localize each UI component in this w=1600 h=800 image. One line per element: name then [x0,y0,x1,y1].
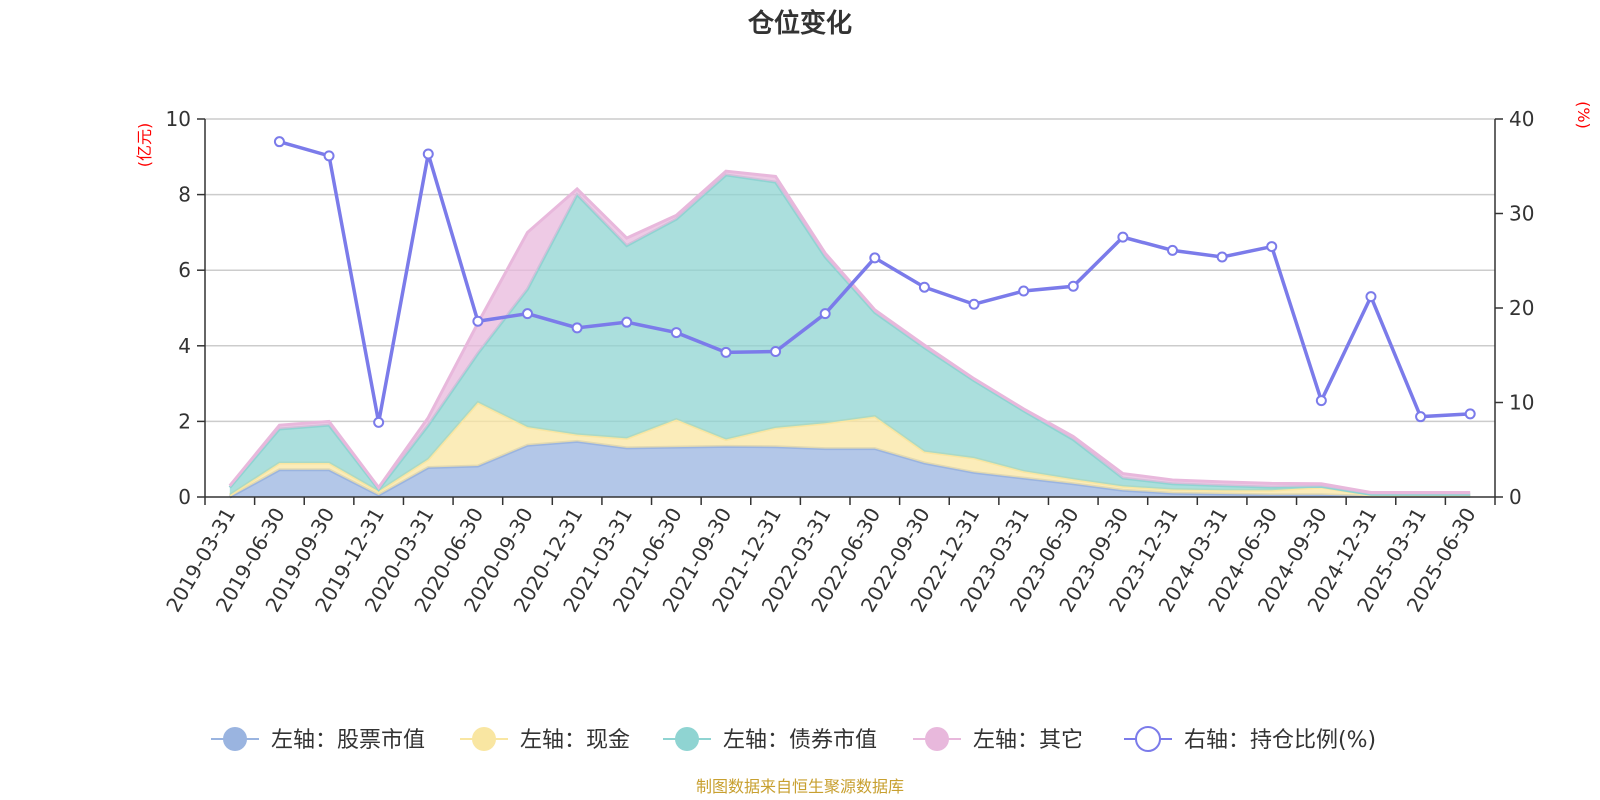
ratio-point[interactable] [1415,411,1427,423]
legend-swatch-dot [472,727,496,751]
ratio-point[interactable] [621,316,633,328]
ratio-point[interactable] [918,281,930,293]
right-tick-label: 20 [1509,296,1534,320]
right-axis-unit: (%) [1574,101,1593,129]
legend-label: 左轴：现金 [520,728,630,753]
ratio-point[interactable] [869,252,881,264]
left-tick-label: 10 [166,107,191,131]
ratio-point[interactable] [1167,244,1178,256]
ratio-point[interactable] [1067,280,1079,292]
ratio-point[interactable] [968,298,980,310]
ratio-point[interactable] [770,345,782,357]
ratio-point[interactable] [323,150,335,162]
chart-title: 仓位变化 [747,8,852,39]
left-axis-unit: (亿元) [135,123,154,168]
ratio-point[interactable] [422,148,434,160]
area-edge-左轴：其它 [228,169,1471,494]
area-左轴：股票市值 [229,441,1471,497]
ratio-point[interactable] [571,322,583,334]
legend-item[interactable]: 左轴：现金 [460,727,630,753]
left-tick-label: 0 [178,485,191,509]
ratio-point[interactable] [522,308,533,320]
ratio-point[interactable] [670,327,682,339]
ratio-line [273,136,1476,428]
legend-item[interactable]: 右轴：持仓比例(%) [1124,726,1376,753]
ratio-point[interactable] [373,416,385,428]
right-tick-label: 0 [1509,485,1522,509]
legend-swatch-dot [223,727,247,751]
legend-swatch-dot [1135,726,1161,752]
right-tick-label: 10 [1509,391,1534,415]
ratio-point[interactable] [1117,231,1129,243]
ratio-point[interactable] [1018,285,1030,297]
ratio-point[interactable] [472,315,484,327]
left-tick-label: 8 [178,183,191,207]
left-tick-label: 6 [178,258,191,282]
ratio-point[interactable] [273,136,285,148]
ratio-point[interactable] [1365,291,1377,303]
legend-label: 左轴：股票市值 [271,728,425,753]
right-tick-label: 40 [1509,107,1534,131]
legend-label: 左轴：其它 [973,728,1083,753]
legend-item[interactable]: 左轴：其它 [913,727,1083,753]
left-tick-label: 2 [178,409,191,433]
ratio-point[interactable] [1315,395,1327,407]
area-左轴：其它 [229,171,1471,495]
legend-swatch-dot [675,727,699,751]
ratio-point[interactable] [720,346,732,358]
left-tick-label: 4 [178,334,191,358]
legend-label: 右轴：持仓比例(%) [1184,728,1376,753]
area-左轴：债券市值 [229,174,1471,496]
legend-label: 左轴：债券市值 [723,728,877,753]
legend[interactable]: 左轴：股票市值 左轴：现金 左轴：债券市值 左轴：其它 右轴：持仓比例(%) [211,726,1376,753]
ratio-point[interactable] [1266,241,1278,253]
legend-item[interactable]: 左轴：股票市值 [211,727,425,753]
ratio-point[interactable] [819,308,831,320]
legend-swatch-dot [925,727,949,751]
legend-item[interactable]: 左轴：债券市值 [663,727,877,753]
ratio-point[interactable] [1464,408,1476,420]
data-source-note: 制图数据来自恒生聚源数据库 [696,777,904,796]
right-tick-label: 30 [1509,202,1534,226]
ratio-point[interactable] [1216,251,1228,263]
